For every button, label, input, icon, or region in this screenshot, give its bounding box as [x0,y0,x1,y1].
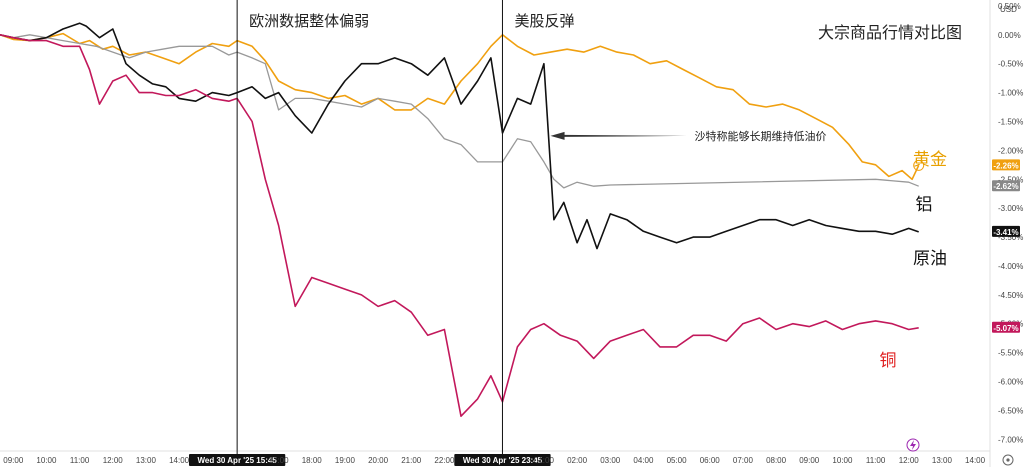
last-value-badge [992,321,1020,333]
series-end-marker [913,159,925,171]
x-tick-label: 21:00 [401,456,422,465]
event-label: 美股反弹 [514,12,574,30]
last-value-text: -3.41% [993,228,1018,237]
x-tick-label: 07:00 [733,456,754,465]
x-tick-label: 11:00 [70,456,90,465]
event-label: 欧洲数据整体偏弱 [249,12,369,30]
series-line [0,22,919,250]
y-tick-label: -4.00% [998,262,1023,271]
x-tick-label: 02:00 [567,456,588,465]
x-tick-label: 01:00 [534,456,555,465]
annotation-arrow [550,131,687,140]
series-line [0,34,919,418]
last-value-text: -2.26% [993,161,1018,170]
last-value-badge [992,225,1020,237]
x-tick-label: 13:00 [136,456,157,465]
x-tick-label: 14:00 [965,456,986,465]
y-tick-label: -2.00% [998,146,1023,155]
y-tick-label: -2.50% [998,175,1023,184]
annotation-text: 沙特称能够长期维持低油价 [695,129,827,143]
y-tick-label: -4.50% [998,291,1023,300]
x-tick-label: 03:00 [600,456,621,465]
lightning-icon[interactable] [906,438,920,452]
x-tick-label: 17:00 [269,456,290,465]
x-tick-label: 20:00 [368,456,389,465]
last-value-text: -2.62% [993,182,1018,191]
x-tick-label: 09:00 [799,456,820,465]
x-tick-label: 05:00 [667,456,688,465]
series-line [0,34,919,189]
last-value-badge [992,180,1020,192]
y-tick-label: -6.00% [998,378,1023,387]
x-tick-label: 12:00 [899,456,920,465]
x-tick-label: 19:00 [335,456,356,465]
currency-label: USD [1000,5,1017,14]
x-tick-label: Wed 30 Apr '25 23:45 [463,456,543,465]
y-tick-label: 0.00% [998,31,1021,40]
event-lines: 欧洲数据整体偏弱 美股反弹 [236,0,574,454]
series-label: 铝 [916,195,933,215]
x-tick-label: 22:00 [434,456,455,465]
series-label: 铜 [880,351,897,371]
x-tick-highlight [188,454,286,466]
y-tick-label: 0.50% [998,2,1021,11]
y-tick-label: -3.50% [998,233,1023,242]
x-tick-label: 04:00 [633,456,654,465]
chart-title: 大宗商品行情对比图 [818,23,962,42]
x-tick-label: 10:00 [36,456,57,465]
x-tick-label: 12:00 [103,456,124,465]
y-tick-label: -1.00% [998,89,1023,98]
y-tick-label: -6.50% [998,406,1023,415]
series-label: 黄金 [913,150,947,170]
x-tick-label: 18:00 [302,456,323,465]
series-label: 原油 [913,249,947,269]
y-axis[interactable]: 0.50% 0.00% -0.50% -1.00% -1.50% -2.00% -2.50%… [992,2,1023,444]
x-tick-label: 13:00 [932,456,953,465]
last-value-badge [992,159,1020,171]
x-tick-label: 09:00 [3,456,24,465]
x-tick-label: Wed 30 Apr '25 15:45 [197,456,277,465]
y-tick-label: -0.50% [998,60,1023,69]
x-tick-label: 06:00 [700,456,721,465]
annotation: 沙特称能够长期维持低油价 [550,129,827,143]
x-axis[interactable]: 09:00 10:00 11:00 12:00 13:00 14:00 Wed 30 Apr… [3,454,986,466]
y-tick-label: -1.50% [998,117,1023,126]
x-tick-label: 08:00 [766,456,787,465]
grid [0,0,991,467]
x-tick-label: 11:00 [866,456,886,465]
plot-area [0,22,925,418]
x-tick-label: 14:00 [169,456,190,465]
last-value-text: -5.07% [993,324,1018,333]
y-tick-label: -7.00% [998,435,1023,444]
y-tick-label: -3.00% [998,204,1023,213]
x-tick-highlight [454,454,551,466]
y-tick-label: -5.50% [998,349,1023,358]
x-tick-label: 10:00 [832,456,853,465]
settings-icon[interactable] [1002,454,1014,466]
